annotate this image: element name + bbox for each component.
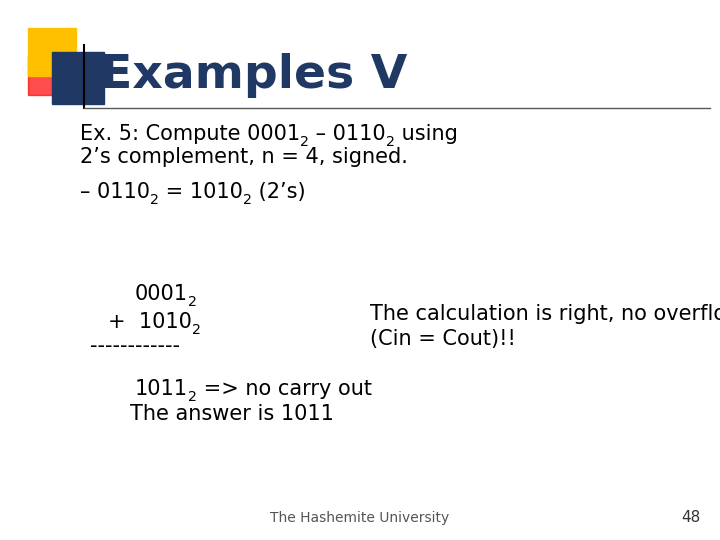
Bar (28, 55, 60, 95)
Text: – 0110: – 0110 (80, 182, 150, 202)
Text: 2’s complement, n = 4, signed.: 2’s complement, n = 4, signed. (80, 147, 408, 167)
Text: +  1010: + 1010 (108, 312, 192, 332)
Text: 2: 2 (188, 390, 197, 404)
Text: 2: 2 (192, 323, 201, 338)
Bar (28, 28, 76, 76)
Text: ------------: ------------ (90, 336, 180, 356)
Bar (52, 52, 104, 104)
Text: => no carry out: => no carry out (197, 379, 372, 399)
Text: 2: 2 (243, 193, 251, 207)
Text: Examples V: Examples V (100, 52, 408, 98)
Text: – 0110: – 0110 (309, 124, 386, 144)
Text: using: using (395, 124, 457, 144)
Text: The Hashemite University: The Hashemite University (271, 511, 449, 525)
Text: The answer is 1011: The answer is 1011 (130, 404, 334, 424)
Text: (2’s): (2’s) (251, 182, 305, 202)
Text: 2: 2 (150, 193, 159, 207)
Text: 1011: 1011 (135, 379, 188, 399)
Text: 2: 2 (386, 136, 395, 150)
Text: Ex. 5: Compute 0001: Ex. 5: Compute 0001 (80, 124, 300, 144)
Text: The calculation is right, no overflow,: The calculation is right, no overflow, (370, 304, 720, 324)
Text: 2: 2 (300, 136, 309, 150)
Text: (Cin = Cout)!!: (Cin = Cout)!! (370, 329, 516, 349)
Text: 48: 48 (680, 510, 700, 525)
Text: 0001: 0001 (135, 284, 188, 304)
Text: = 1010: = 1010 (159, 182, 243, 202)
Text: 2: 2 (188, 295, 197, 309)
